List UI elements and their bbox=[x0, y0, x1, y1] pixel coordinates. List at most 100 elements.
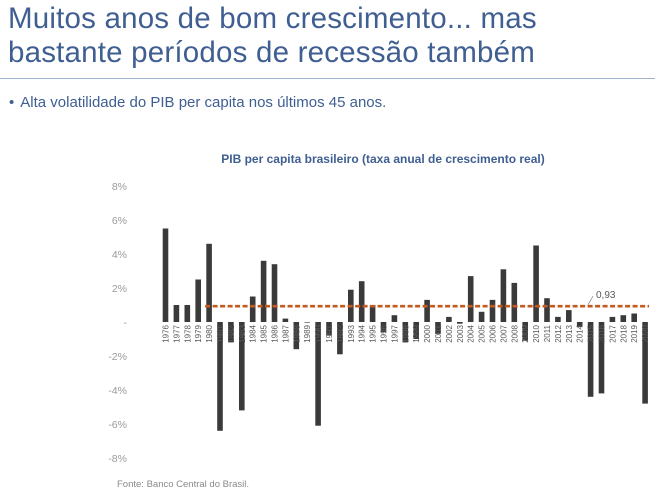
x-tick-label: 2002 bbox=[445, 324, 454, 342]
x-tick-label: 1994 bbox=[358, 324, 367, 342]
y-tick-label: -4% bbox=[108, 385, 127, 397]
bar-1976 bbox=[162, 228, 169, 322]
x-tick-label: 1978 bbox=[183, 324, 192, 342]
bar-1996 bbox=[380, 322, 387, 333]
y-tick-label: - bbox=[124, 317, 128, 329]
y-tick-label: 6% bbox=[112, 215, 127, 227]
x-tick-label: 2012 bbox=[554, 324, 563, 342]
slide-title-line-2: bastante períodos de recessão também bbox=[8, 36, 536, 69]
x-tick-label: 1992 bbox=[336, 324, 345, 342]
bullet-marker-icon: • bbox=[9, 94, 15, 111]
x-tick-label: 1989 bbox=[303, 324, 312, 342]
slide-title: Muitos anos de bom crescimento... mas ba… bbox=[8, 2, 648, 70]
chart-title: PIB per capita brasileiro (taxa anual de… bbox=[221, 152, 544, 166]
bar-1989 bbox=[304, 322, 310, 323]
x-tick-label: 1995 bbox=[369, 324, 378, 342]
average-label-leader bbox=[587, 295, 594, 305]
x-tick-label: 2017 bbox=[608, 324, 617, 342]
x-tick-label: 2003 bbox=[456, 324, 465, 342]
x-tick-label: 1998 bbox=[401, 324, 410, 342]
x-tick-label: 1991 bbox=[325, 324, 334, 342]
x-tick-label: 1988 bbox=[292, 324, 301, 342]
x-tick-label: 2019 bbox=[630, 324, 639, 342]
x-tick-label: 1993 bbox=[347, 324, 356, 342]
x-tick-label: 1977 bbox=[172, 324, 181, 342]
average-line-group: 0,93 bbox=[205, 290, 650, 308]
x-tick-label: 2009 bbox=[521, 324, 530, 342]
x-tick-label: 1976 bbox=[162, 324, 171, 342]
x-tick-label: 2013 bbox=[565, 324, 574, 342]
bar-2005 bbox=[478, 311, 485, 322]
y-tick-label: 4% bbox=[112, 249, 127, 261]
title-divider bbox=[0, 78, 655, 79]
bar-2019 bbox=[631, 313, 637, 322]
x-tick-label: 2020 bbox=[641, 324, 650, 342]
bar-2000 bbox=[424, 299, 430, 322]
bar-1994 bbox=[358, 281, 365, 322]
bar-1987 bbox=[282, 318, 289, 322]
bar-2001 bbox=[435, 322, 441, 334]
bar-2015 bbox=[587, 322, 594, 397]
x-tick-label: 1982 bbox=[227, 324, 236, 342]
bar-1979 bbox=[195, 279, 201, 322]
bar-2017 bbox=[609, 316, 616, 322]
bar-1978 bbox=[184, 305, 191, 322]
bar-1999 bbox=[413, 322, 419, 339]
x-tick-label: 2011 bbox=[543, 324, 552, 342]
x-tick-label: 2010 bbox=[532, 324, 541, 342]
x-tick-label: 2008 bbox=[510, 324, 519, 342]
x-tick-label: 2018 bbox=[619, 324, 628, 342]
x-tick-label: 1990 bbox=[314, 324, 323, 342]
x-tick-label: 1987 bbox=[281, 324, 290, 342]
bar-1992 bbox=[337, 322, 343, 355]
bullet-point: • Alta volatilidade do PIB per capita nos… bbox=[9, 94, 386, 111]
bar-2020 bbox=[642, 322, 648, 404]
x-tick-label: 2004 bbox=[467, 324, 476, 342]
x-tick-label: 1985 bbox=[260, 324, 269, 342]
bar-2007 bbox=[500, 269, 507, 322]
y-tick-label: -8% bbox=[108, 453, 127, 465]
bar-2011 bbox=[544, 298, 550, 322]
x-tick-label: 2015 bbox=[587, 324, 596, 342]
bar-2006 bbox=[489, 299, 496, 322]
bar-2008 bbox=[511, 282, 518, 322]
bar-2012 bbox=[555, 316, 561, 322]
slide-title-line-1: Muitos anos de bom crescimento... mas bbox=[8, 2, 537, 35]
x-tick-label: 1979 bbox=[194, 324, 203, 342]
average-label: 0,93 bbox=[596, 290, 616, 301]
source-note: Fonte: Banco Central do Brasil. bbox=[117, 479, 250, 490]
bar-2014 bbox=[576, 322, 583, 328]
bar-1984 bbox=[249, 296, 256, 322]
bar-series bbox=[162, 228, 648, 431]
bar-1981 bbox=[217, 322, 223, 431]
bar-1982 bbox=[228, 322, 234, 343]
bar-1998 bbox=[402, 322, 409, 343]
bar-1977 bbox=[173, 305, 180, 322]
bar-1985 bbox=[260, 260, 267, 322]
x-tick-label: 1983 bbox=[238, 324, 247, 342]
bar-2009 bbox=[522, 322, 528, 341]
bar-2002 bbox=[446, 316, 452, 322]
bar-2010 bbox=[533, 245, 539, 322]
bar-1995 bbox=[369, 305, 376, 322]
bullet-text: Alta volatilidade do PIB per capita nos … bbox=[20, 94, 387, 111]
y-tick-label: -6% bbox=[108, 419, 127, 431]
x-tick-label: 1984 bbox=[249, 324, 258, 342]
x-tick-label: 1986 bbox=[271, 324, 280, 342]
bar-1986 bbox=[271, 264, 278, 322]
y-tick-label: -2% bbox=[108, 351, 127, 363]
bar-1983 bbox=[239, 322, 245, 411]
x-tick-label: 1997 bbox=[390, 324, 399, 342]
x-tick-label: 2006 bbox=[489, 324, 498, 342]
x-tick-label: 1981 bbox=[216, 324, 225, 342]
x-tick-label: 2016 bbox=[598, 324, 607, 342]
bar-2018 bbox=[620, 315, 627, 322]
bar-1988 bbox=[293, 322, 300, 350]
y-axis: 8% 6% 4% 2% - -2% -4% -6% -8% bbox=[108, 181, 127, 465]
y-tick-label: 8% bbox=[112, 181, 127, 193]
bar-1990 bbox=[315, 322, 321, 426]
x-tick-label: 2001 bbox=[434, 324, 443, 342]
x-tick-label: 1999 bbox=[412, 324, 421, 342]
y-tick-label: 2% bbox=[112, 283, 127, 295]
